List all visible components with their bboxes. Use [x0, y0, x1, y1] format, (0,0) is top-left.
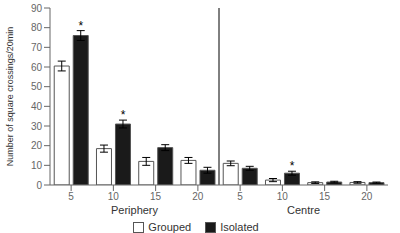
- svg-text:*: *: [78, 19, 83, 33]
- svg-text:10: 10: [277, 191, 289, 202]
- svg-text:10: 10: [108, 191, 120, 202]
- html-text:Grouped: Grouped: [148, 221, 192, 233]
- svg-text:90: 90: [31, 3, 43, 14]
- svg-text:Centre: Centre: [287, 204, 320, 216]
- html-text:Isolated: Isolated: [220, 221, 259, 233]
- svg-text:15: 15: [150, 191, 162, 202]
- svg-text:10: 10: [31, 160, 43, 171]
- svg-text:50: 50: [31, 81, 43, 92]
- svg-text:20: 20: [31, 140, 43, 151]
- svg-text:*: *: [121, 108, 126, 122]
- svg-text:20: 20: [192, 191, 204, 202]
- svg-text:5: 5: [237, 191, 243, 202]
- svg-text:60: 60: [31, 62, 43, 73]
- svg-text:80: 80: [31, 22, 43, 33]
- svg-text:40: 40: [31, 101, 43, 112]
- svg-text:*: *: [290, 159, 295, 173]
- svg-text:5: 5: [68, 191, 74, 202]
- svg-text:Number of square crossings/20m: Number of square crossings/20min: [8, 27, 15, 167]
- svg-text:70: 70: [31, 42, 43, 53]
- svg-text:Periphery: Periphery: [111, 204, 159, 216]
- svg-text:20: 20: [361, 191, 373, 202]
- svg-text:15: 15: [319, 191, 331, 202]
- svg-text:30: 30: [31, 121, 43, 132]
- svg-text:0: 0: [36, 180, 42, 191]
